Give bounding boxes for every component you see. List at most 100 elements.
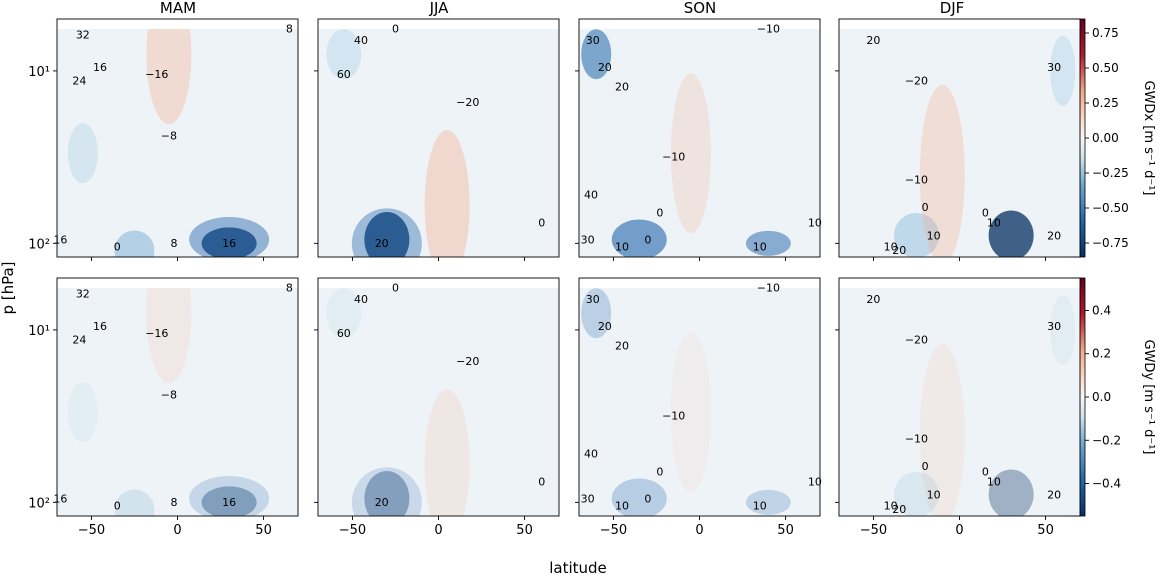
shading-blob	[1050, 35, 1076, 106]
shading-blob	[893, 471, 939, 516]
contour-label: 0	[114, 499, 121, 512]
shading-blob	[67, 382, 98, 443]
panel-son-gwdy: −10 20 30 20 40 −10 0 10 0 10 10 30 −50 0 50	[575, 277, 822, 538]
shading-blob	[988, 210, 1034, 257]
contour-label: 30	[1047, 61, 1061, 74]
contour-label: 0	[656, 466, 663, 479]
contour-label: −10	[662, 150, 685, 163]
contour-label: 0	[922, 460, 929, 473]
colorbar-tick-label: −0.50	[1092, 201, 1129, 215]
shading-blobs	[67, 288, 270, 516]
colorbar-gwdy: 0.4 0.2 0.0 −0.2 −0.4 GWDy [m s⁻¹ d⁻¹]	[1070, 277, 1156, 517]
contour-label: 10	[753, 240, 767, 253]
contour-label: 40	[584, 448, 598, 461]
shading-blob	[351, 467, 422, 516]
colorbar-tick-label: 0.2	[1092, 347, 1111, 361]
x-tick-label: −50	[600, 523, 627, 538]
contour-label: 16	[93, 320, 107, 333]
panel-son-gwdx: −10 20 30 20 40 −10 0 10 0 10 10 30	[575, 18, 822, 261]
contour-label: 16	[53, 492, 67, 505]
contour-label: 10	[927, 230, 941, 243]
panel-title-son: SON	[684, 0, 717, 17]
colorbar-tick-label: 0.75	[1092, 26, 1119, 40]
colorbar-tick-label: −0.25	[1092, 166, 1129, 180]
panel-jja-gwdy: 40 60 0 −20 20 0 −50 0 50	[314, 277, 560, 538]
contour-label: −20	[456, 96, 479, 109]
x-tick-label: 50	[1037, 523, 1054, 538]
contour-label: 60	[337, 68, 351, 81]
contour-label: 24	[72, 75, 86, 88]
shading-blob	[201, 227, 257, 257]
contour-label: 0	[392, 23, 399, 36]
colorbar-tick-label: −0.4	[1092, 477, 1121, 491]
contour-label: 8	[171, 496, 178, 509]
shading-blob	[146, 29, 192, 125]
shading-field	[839, 288, 1080, 516]
contour-label: 20	[1047, 489, 1061, 502]
contour-label: 16	[93, 61, 107, 74]
contour-label: −20	[905, 75, 928, 88]
colorbar-gwdy-label: GWDy [m s⁻¹ d⁻¹]	[1141, 339, 1156, 454]
x-tick-label: 50	[255, 523, 272, 538]
shading-blob	[67, 123, 98, 184]
contour-label: 0	[644, 233, 651, 246]
contour-label: −10	[757, 23, 780, 36]
contour-label: 10	[927, 489, 941, 502]
contour-label: 0	[392, 282, 399, 295]
colorbar-tick-label: 0.0	[1092, 390, 1111, 404]
contour-label: 10	[753, 499, 767, 512]
shading-blob	[919, 343, 965, 516]
shading-blob	[611, 478, 667, 516]
contour-label: −20	[456, 355, 479, 368]
shading-blobs	[326, 288, 470, 516]
shading-blobs	[67, 29, 270, 257]
contour-label: 20	[892, 503, 906, 516]
colorbar-gwdx-label: GWDx [m s⁻¹ d⁻¹]	[1141, 80, 1156, 195]
contour-label: 0	[538, 476, 545, 489]
y-tick-label: 10¹	[28, 324, 50, 339]
contour-label: 32	[76, 288, 90, 301]
shading-blobs	[581, 288, 791, 516]
contour-label: 16	[222, 496, 236, 509]
x-tick-label: −50	[860, 523, 887, 538]
contour-label: 30	[581, 492, 595, 505]
contour-label: 20	[375, 237, 389, 250]
contour-label: 0	[114, 240, 121, 253]
contour-label: 40	[354, 293, 368, 306]
shading-blob	[146, 288, 192, 384]
shading-field	[579, 29, 820, 257]
contour-label: −16	[145, 327, 168, 340]
shading-field	[839, 29, 1080, 257]
shading-field	[318, 288, 559, 516]
shading-blobs	[581, 29, 791, 257]
x-tick-label: −50	[78, 523, 105, 538]
contour-label: 10	[884, 499, 898, 512]
contour-label: 8	[286, 282, 293, 295]
contour-label: 10	[808, 217, 822, 230]
shading-blob	[114, 489, 155, 516]
x-tick-label: 50	[516, 523, 533, 538]
contour-label: −8	[161, 389, 177, 402]
x-tick-label: 0	[695, 523, 703, 538]
shading-blob	[189, 476, 270, 516]
contour-label: 10	[884, 240, 898, 253]
y-tick-label: 10²	[28, 237, 50, 252]
contour-label: 0	[922, 201, 929, 214]
contour-label: 10	[615, 240, 629, 253]
y-tick-label: 10²	[28, 496, 50, 511]
shading-blob	[611, 219, 667, 257]
x-tick-label: 0	[955, 523, 963, 538]
contour-label: −10	[905, 174, 928, 187]
x-tick-label: 50	[777, 523, 794, 538]
shading-blob	[988, 469, 1034, 516]
shading-blob	[364, 471, 410, 516]
contour-label: 30	[1047, 320, 1061, 333]
contour-label: 0	[656, 207, 663, 220]
contour-label: 8	[171, 237, 178, 250]
contour-label: 60	[337, 327, 351, 340]
contour-label: 20	[375, 496, 389, 509]
contour-label: −20	[905, 334, 928, 347]
